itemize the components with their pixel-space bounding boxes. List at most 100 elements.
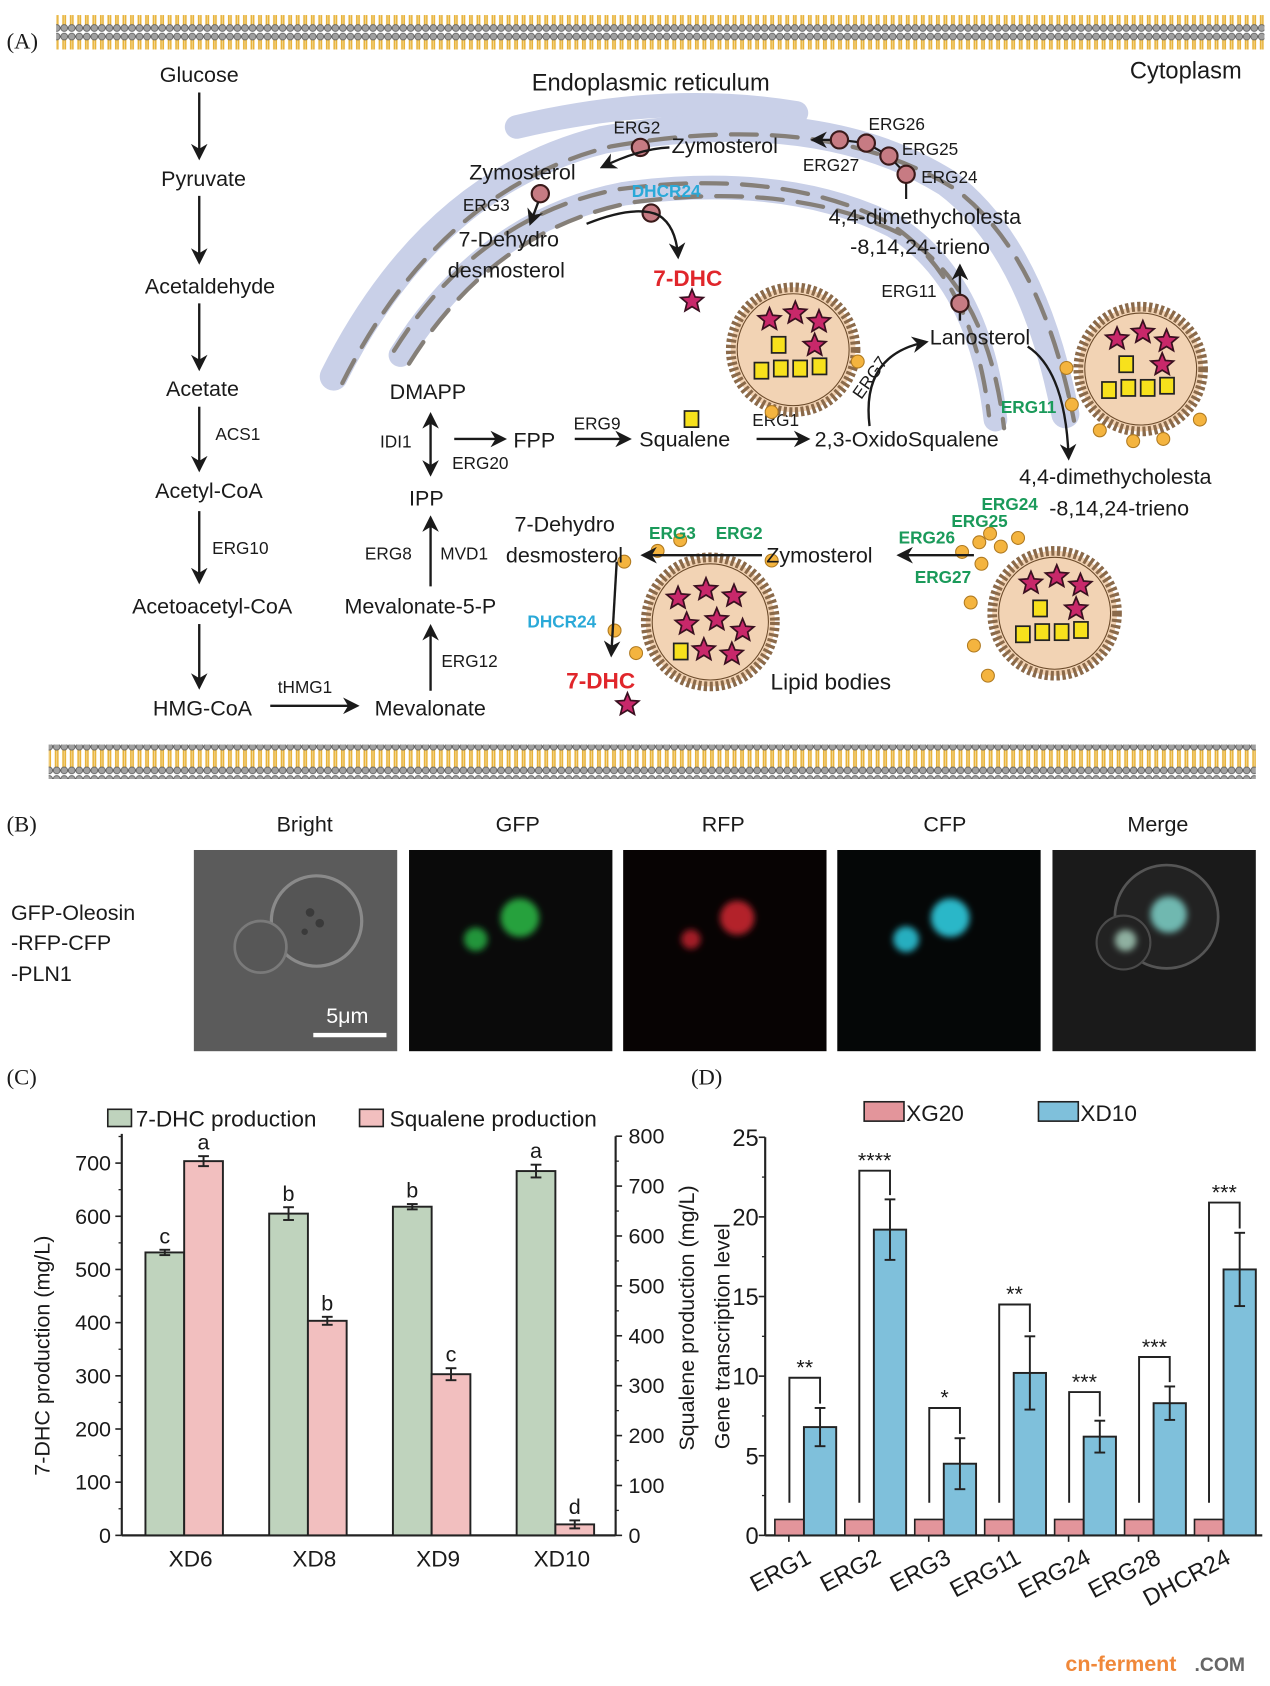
plasma-membrane-top <box>56 15 1265 50</box>
image-bright: 5μm <box>193 849 398 1052</box>
metabolite-pyruvate: Pyruvate <box>161 167 246 191</box>
er-zymosterol-a: Zymosterol <box>672 134 778 158</box>
lb-enzyme-erg27: ERG27 <box>915 567 971 587</box>
bar-xd10-ERG28 <box>1152 1402 1187 1537</box>
legend-swatch-squalene <box>358 1108 385 1128</box>
er-enzyme-erg25: ERG25 <box>902 139 958 159</box>
er-enzyme-erg2: ERG2 <box>613 117 660 137</box>
bar-7dhc-XD6 <box>144 1251 186 1537</box>
y-tick-label: 25 <box>732 1126 758 1152</box>
er-enzyme-erg27: ERG27 <box>803 155 859 175</box>
significance-stars-DHCR24: *** <box>1212 1180 1238 1204</box>
lb-zymosterol: Zymosterol <box>766 544 872 568</box>
bar-xg20-ERG28 <box>1123 1518 1155 1537</box>
er-enzyme-erg27-icon <box>829 130 850 150</box>
metabolite-hmg-coa: HMG-CoA <box>153 697 253 721</box>
enzyme-erg1: ERG1 <box>752 410 799 430</box>
panel-c-production-chart: (C) 7-DHC production Squalene production… <box>7 1065 700 1572</box>
er-enzyme-erg11: ERG11 <box>881 281 936 301</box>
metabolite-mevalonate: Mevalonate <box>375 697 486 721</box>
legend-swatch-xg20 <box>863 1100 905 1122</box>
y-tick-label-right: 600 <box>629 1225 665 1249</box>
x-tick-label-ERG3: ERG3 <box>886 1545 955 1598</box>
image-cfp <box>837 849 1041 1052</box>
lipid-body-route: ERG11 4,4-dimethycholesta ERG24 -8,14,24… <box>506 345 1212 716</box>
significance-letter: c <box>446 1343 457 1367</box>
er-route: ERG2 Zymosterol Zymosterol ERG3 7-Dehydr… <box>448 114 1021 321</box>
y-tick-label-right: 100 <box>629 1474 665 1498</box>
x-tick-label-ERG1: ERG1 <box>746 1545 815 1598</box>
bar-xg20-DHCR24 <box>1193 1518 1225 1537</box>
legend-label-7dhc: 7-DHC production <box>136 1107 317 1132</box>
significance-stars-ERG2: **** <box>858 1148 892 1172</box>
lb-enzyme-erg24: ERG24 <box>981 494 1038 514</box>
er-enzyme-erg26: ERG26 <box>868 114 924 134</box>
watermark: cn-ferment .COM <box>1065 1652 1245 1676</box>
enzyme-idi1: IDI1 <box>380 432 412 452</box>
y-tick-label-left: 400 <box>75 1311 111 1335</box>
legend-label-xg20: XG20 <box>906 1101 964 1126</box>
bar-7dhc-XD8 <box>268 1212 309 1537</box>
y-tick-label-left: 600 <box>75 1205 111 1229</box>
y-tick-label-right: 400 <box>629 1324 665 1348</box>
bar-xg20-ERG1 <box>774 1518 805 1537</box>
significance-bracket-ERG11 <box>998 1303 1031 1503</box>
column-header-merge: Merge <box>1127 813 1188 837</box>
enzyme-erg20: ERG20 <box>452 453 508 473</box>
metabolite-acetyl-coa: Acetyl-CoA <box>155 479 263 503</box>
y-tick-label: 10 <box>732 1365 758 1391</box>
bar-xd10-ERG2 <box>872 1228 908 1537</box>
column-header-rfp: RFP <box>702 813 745 837</box>
panel-d-transcription-chart: (D) XG20 XD10 Gene transcription level 0… <box>691 1065 1263 1612</box>
significance-bracket-ERG1 <box>788 1376 822 1503</box>
x-tick-label-XD10: XD10 <box>534 1547 590 1572</box>
lb-dehydro-1: 7-Dehydro <box>514 513 614 537</box>
y-tick-label-right: 200 <box>629 1424 665 1448</box>
y-tick-label-left: 500 <box>75 1258 111 1282</box>
glycolysis-column: Glucose Pyruvate Acetaldehyde Acetate Ac… <box>132 63 360 721</box>
significance-letter: d <box>569 1495 581 1519</box>
x-tick-label-ERG11: ERG11 <box>946 1545 1025 1604</box>
enzyme-erg12: ERG12 <box>441 651 497 671</box>
lb-enzyme-erg25: ERG25 <box>951 511 1008 531</box>
er-product-7dhc: 7-DHC <box>653 266 722 291</box>
column-header-cfp: CFP <box>923 813 966 837</box>
lb-product-7dhc: 7-DHC <box>566 669 635 694</box>
bar-xg20-ERG11 <box>983 1518 1015 1537</box>
image-merge <box>1052 849 1256 1052</box>
significance-letter: b <box>406 1179 418 1203</box>
metabolite-mevalonate-5-p: Mevalonate-5-P <box>344 594 496 618</box>
image-rfp <box>623 849 827 1052</box>
panel-label-c: (C) <box>7 1065 37 1090</box>
y-axis-label-left: 7-DHC production (mg/L) <box>31 1236 55 1476</box>
scale-bar-label: 5μm <box>326 1004 368 1028</box>
er-enzyme-erg24: ERG24 <box>921 167 978 187</box>
y-tick-label-right: 500 <box>629 1274 665 1298</box>
x-tick-label-XD8: XD8 <box>292 1547 336 1572</box>
er-enzyme-erg25-icon <box>879 146 899 166</box>
er-dimethyl-1: 4,4-dimethycholesta <box>829 205 1021 229</box>
significance-bracket-ERG24 <box>1068 1391 1101 1503</box>
y-tick-label-right: 300 <box>629 1374 665 1398</box>
enzyme-erg8: ERG8 <box>365 543 412 563</box>
metabolite-lanosterol: Lanosterol <box>930 325 1030 349</box>
y-tick-label: 15 <box>732 1285 758 1311</box>
er-dehydro-1: 7-Dehydro <box>459 227 559 251</box>
significance-stars-ERG28: *** <box>1142 1335 1168 1359</box>
er-enzyme-dhcr24: DHCR24 <box>632 181 701 201</box>
metabolite-ipp: IPP <box>409 487 444 511</box>
y-tick-label-right: 800 <box>629 1125 665 1149</box>
y-tick-label: 0 <box>746 1524 759 1550</box>
legend-label-squalene: Squalene production <box>390 1107 597 1132</box>
lb-dehydro-2: desmosterol <box>506 544 623 568</box>
y-tick-label-left: 0 <box>99 1524 111 1548</box>
column-header-gfp: GFP <box>496 813 540 837</box>
label-endoplasmic-reticulum: Endoplasmic reticulum <box>532 70 770 96</box>
metabolite-acetoacetyl-coa: Acetoacetyl-CoA <box>132 594 293 618</box>
bar-7dhc-XD10 <box>515 1170 557 1537</box>
lb-enzyme-erg3: ERG3 <box>649 523 696 543</box>
panel-label-d: (D) <box>691 1065 722 1090</box>
y-tick-label: 20 <box>732 1205 758 1231</box>
bar-xd10-DHCR24 <box>1222 1268 1257 1537</box>
